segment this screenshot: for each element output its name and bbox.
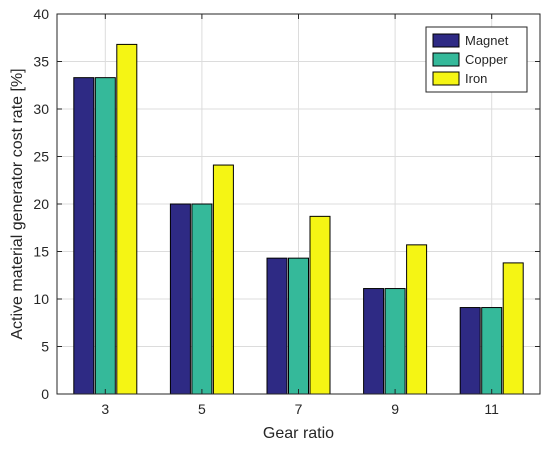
x-axis-ticks: 3 5 7 9 11 [101,14,499,417]
bar-copper-3 [94,77,116,395]
bar-magnet-7 [266,257,288,395]
y-axis-ticks: 0 5 10 15 20 25 30 35 40 [33,6,540,402]
bar-magnet-11 [459,307,481,395]
bars [73,43,524,395]
x-tick-label: 7 [295,401,303,417]
bar-magnet-5 [169,203,191,395]
legend-swatch-magnet [432,33,460,48]
bar-magnet-9 [363,288,385,395]
y-tick-label: 30 [33,101,49,117]
bar-copper-9 [384,288,406,395]
y-tick-label: 15 [33,244,49,260]
bar-iron-11 [502,262,524,395]
y-tick-label: 5 [41,339,49,355]
x-tick-label: 9 [391,401,399,417]
y-tick-label: 20 [33,196,49,212]
bar-iron-7 [309,215,331,395]
legend-swatch-iron [432,71,460,86]
y-tick-label: 0 [41,386,49,402]
bar-iron-5 [212,164,234,395]
bar-iron-3 [116,43,138,395]
x-tick-label: 3 [101,401,109,417]
y-tick-label: 25 [33,149,49,165]
bar-copper-7 [288,257,309,395]
legend: Magnet Copper Iron [425,26,528,93]
legend-label-copper: Copper [465,52,508,67]
y-tick-label: 10 [33,291,49,307]
bar-magnet-3 [73,77,95,395]
bar-copper-5 [191,203,213,395]
y-tick-label: 40 [33,6,49,22]
x-axis-label: Gear ratio [263,425,334,442]
x-tick-label: 11 [484,401,499,417]
bar-iron-9 [406,244,428,395]
legend-label-iron: Iron [465,71,487,86]
y-axis-label: Active material generator cost rate [%] [9,68,26,339]
y-tick-label: 35 [33,54,49,70]
legend-label-magnet: Magnet [465,33,509,48]
bar-copper-11 [481,307,503,395]
legend-swatch-copper [432,52,460,67]
x-tick-label: 5 [198,401,206,417]
